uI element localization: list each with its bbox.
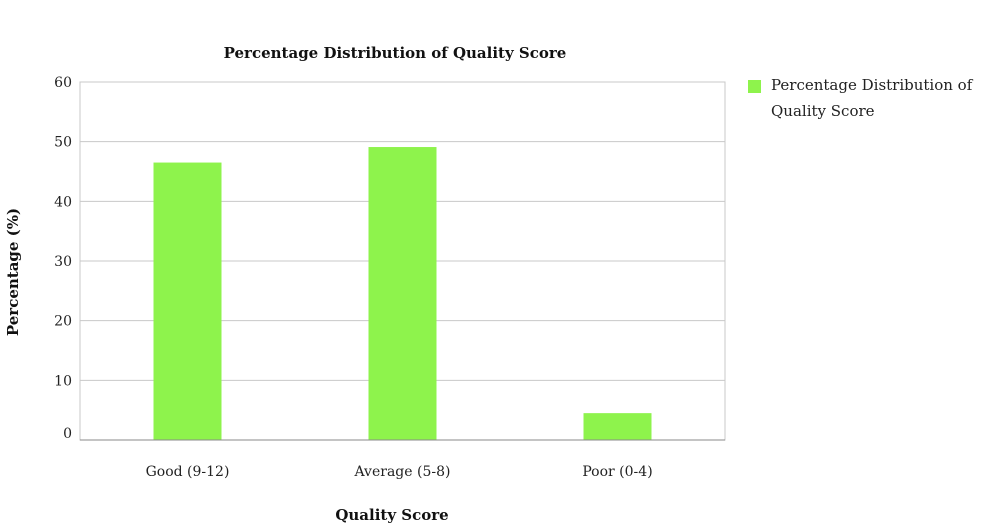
legend: Percentage Distribution of Quality Score <box>748 76 974 120</box>
y-axis-title: Percentage (%) <box>4 208 22 336</box>
y-axis-ticks: 0 10 20 30 40 50 60 <box>54 75 72 442</box>
y-tick-label: 50 <box>54 135 72 151</box>
bar-good <box>153 162 222 441</box>
bar-average <box>368 147 437 440</box>
legend-label-line-2: Quality Score <box>771 102 875 120</box>
x-axis-ticks: Good (9-12) Average (5-8) Poor (0-4) <box>146 464 653 480</box>
x-tick-label: Poor (0-4) <box>582 464 652 480</box>
y-tick-label: 20 <box>54 314 72 330</box>
y-tick-label: 0 <box>63 426 72 442</box>
x-tick-label: Average (5-8) <box>354 464 451 480</box>
bar-poor <box>583 413 652 440</box>
x-axis-title: Quality Score <box>335 506 448 524</box>
y-tick-label: 60 <box>54 75 72 91</box>
bars <box>153 147 652 441</box>
chart-title: Percentage Distribution of Quality Score <box>224 44 567 62</box>
x-tick-label: Good (9-12) <box>146 464 230 480</box>
y-tick-label: 10 <box>54 373 72 389</box>
legend-label-line-1: Percentage Distribution of <box>771 76 974 94</box>
y-tick-label: 30 <box>54 254 72 270</box>
y-tick-label: 40 <box>54 194 72 210</box>
legend-swatch <box>748 80 761 93</box>
